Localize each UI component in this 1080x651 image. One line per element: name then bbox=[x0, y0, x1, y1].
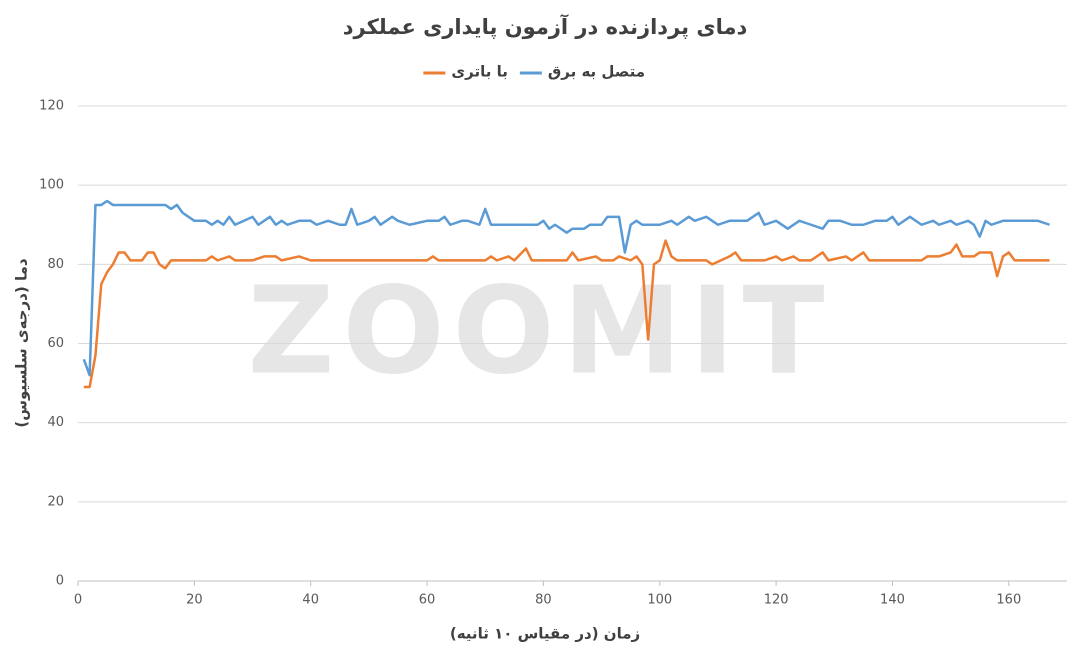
x-tick-label: 40 bbox=[302, 593, 319, 608]
y-tick-label: 40 bbox=[47, 415, 64, 430]
x-tick-label: 100 bbox=[647, 593, 672, 608]
x-tick-label: 160 bbox=[996, 593, 1021, 608]
y-tick-label: 20 bbox=[47, 494, 64, 509]
chart-title: دمای پردازنده در آزمون پایداری عملکرد bbox=[343, 14, 748, 39]
series-line bbox=[83, 239, 1050, 389]
series-line bbox=[82, 199, 1050, 377]
y-tick-label: 100 bbox=[39, 178, 64, 193]
y-tick-label: 60 bbox=[47, 336, 64, 351]
y-axis-label: دما (درجه‌ی سلسیوس) bbox=[13, 258, 31, 427]
x-tick-label: 140 bbox=[880, 593, 905, 608]
x-tick-label: 60 bbox=[419, 593, 436, 608]
x-tick-label: 0 bbox=[74, 593, 82, 608]
legend-label: با باتری bbox=[451, 63, 507, 81]
x-tick-label: 20 bbox=[186, 593, 203, 608]
y-tick-label: 80 bbox=[47, 257, 64, 272]
watermark: ZOOMIT bbox=[248, 263, 833, 402]
x-tick-label: 80 bbox=[535, 593, 552, 608]
y-tick-label: 120 bbox=[39, 99, 64, 114]
x-tick-label: 120 bbox=[764, 593, 789, 608]
legend-label: متصل به برق bbox=[548, 63, 645, 81]
x-axis-label: زمان (در مقیاس ۱۰ ثانیه) bbox=[450, 625, 640, 643]
y-tick-label: 0 bbox=[56, 574, 64, 589]
